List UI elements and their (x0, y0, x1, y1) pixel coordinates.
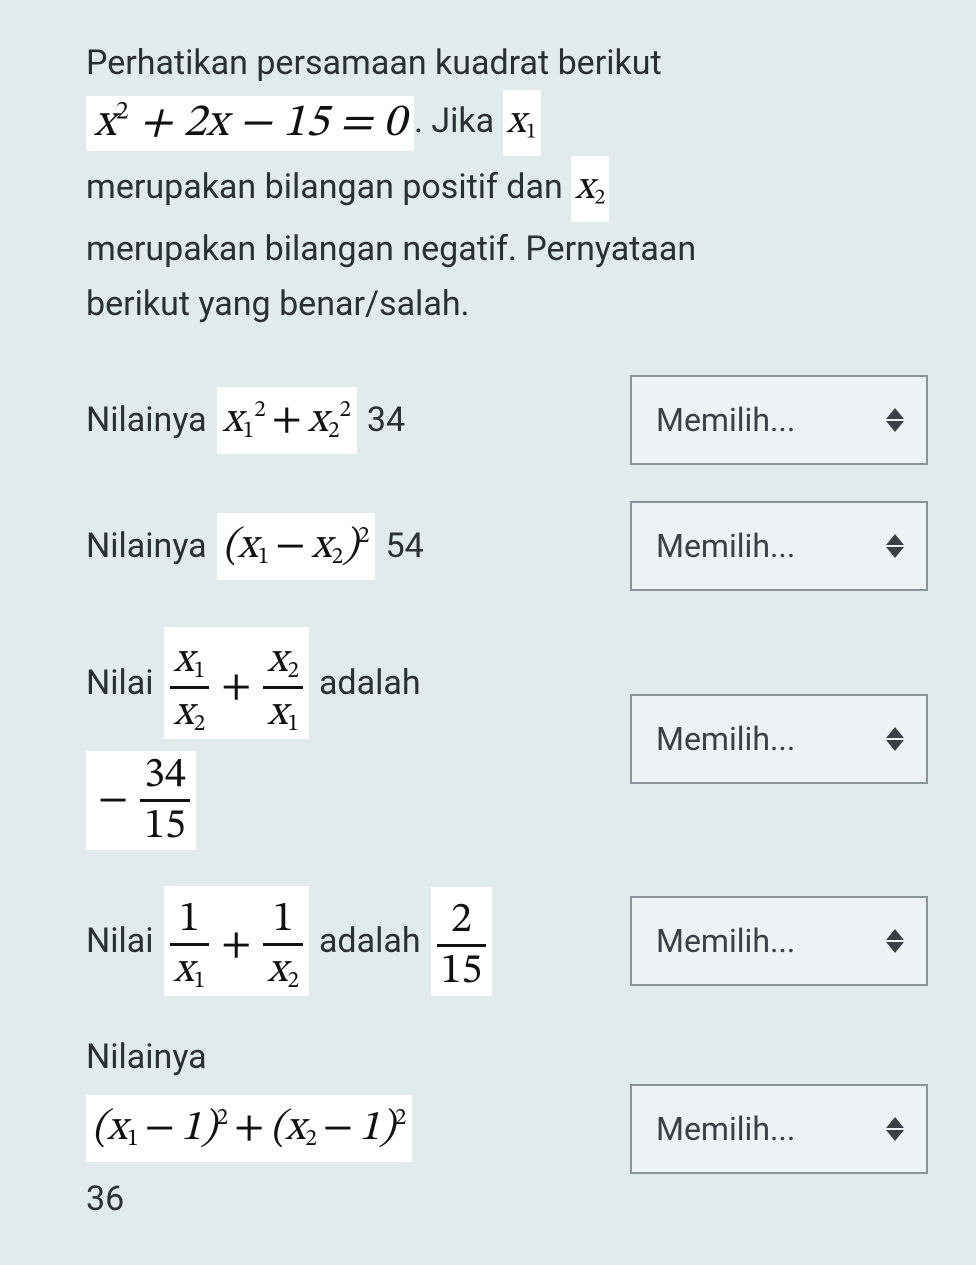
intro-line3: merupakan bilangan negatif. Pernyataan (86, 229, 696, 269)
select-placeholder: Memilih... (656, 1110, 795, 1148)
intro-line2: merupakan bilangan positif dan (86, 167, 571, 207)
answer-select[interactable]: Memilih... (630, 501, 928, 591)
intro-after-eq: . Jika (414, 101, 503, 141)
statements-list: Nilainya x12+x22 34 Memilih... Nilainya … (86, 375, 928, 1225)
statement-prefix: Nilainya (86, 1032, 207, 1083)
statement-value: 34 (367, 395, 405, 446)
chevron-updown-icon (886, 727, 904, 751)
intro-line4: berikut yang benar/salah. (86, 284, 470, 324)
x1-variable: x1 (503, 90, 541, 156)
statement-value: 54 (385, 521, 423, 572)
chevron-updown-icon (886, 929, 904, 953)
statement-row: Nilainya x12+x22 34 Memilih... (86, 375, 928, 465)
question-intro: Perhatikan persamaan kuadrat berikut x2 … (86, 36, 928, 331)
statement-math: (x1−x2)2 (217, 513, 376, 580)
select-placeholder: Memilih... (656, 401, 795, 439)
intro-line1: Perhatikan persamaan kuadrat berikut (86, 43, 662, 83)
x2-variable: x2 (571, 156, 609, 222)
statement-row: Nilai 1x1+1x2 adalah 215 Memilih... (86, 886, 928, 996)
statement-midword: adalah (319, 916, 421, 967)
answer-select[interactable]: Memilih... (630, 694, 928, 784)
select-placeholder: Memilih... (656, 922, 795, 960)
statement-math: 1x1+1x2 (164, 886, 309, 996)
main-equation: x2 + 2x − 15 = 0 (86, 96, 414, 151)
question-page: Perhatikan persamaan kuadrat berikut x2 … (0, 0, 976, 1265)
statement-value-math: −3415 (86, 751, 196, 850)
statement-row: Nilai x1x2+x2x1 adalah −3415 Memilih... (86, 627, 928, 850)
answer-select[interactable]: Memilih... (630, 1084, 928, 1174)
statement-math: x12+x22 (217, 387, 357, 454)
statement-prefix: Nilai (86, 916, 154, 967)
answer-select[interactable]: Memilih... (630, 375, 928, 465)
statement-prefix: Nilai (86, 658, 154, 709)
statement-value-math: 215 (431, 887, 493, 995)
chevron-updown-icon (886, 1117, 904, 1141)
statement-math: (x1−1)2+(x2−1)2 (86, 1095, 412, 1162)
select-placeholder: Memilih... (656, 527, 795, 565)
chevron-updown-icon (886, 408, 904, 432)
statement-prefix: Nilainya (86, 521, 207, 572)
select-placeholder: Memilih... (656, 720, 795, 758)
statement-row: Nilainya (x1−1)2+(x2−1)2 36 Memilih... (86, 1032, 928, 1225)
statement-prefix: Nilainya (86, 395, 207, 446)
statement-value: 36 (86, 1174, 124, 1225)
statement-math: x1x2+x2x1 (164, 627, 309, 739)
answer-select[interactable]: Memilih... (630, 896, 928, 986)
statement-row: Nilainya (x1−x2)2 54 Memilih... (86, 501, 928, 591)
statement-midword: adalah (319, 658, 421, 709)
chevron-updown-icon (886, 534, 904, 558)
